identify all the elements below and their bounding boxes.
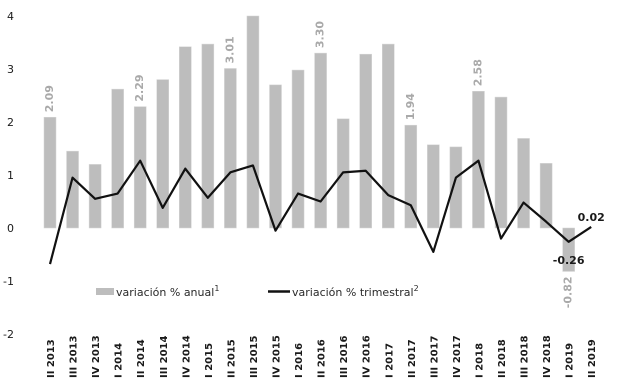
bar [269, 84, 282, 229]
bar [449, 146, 463, 229]
bar [404, 124, 418, 229]
x-tick-label: II 2015 [226, 339, 237, 378]
bar [156, 79, 169, 229]
line-data-label: -0.26 [553, 254, 585, 267]
bar [382, 43, 395, 229]
x-tick-label: II 2017 [407, 339, 418, 378]
y-tick-label: -2 [3, 328, 14, 341]
x-tick-label: IV 2015 [272, 335, 283, 378]
y-tick-label: 3 [7, 63, 14, 76]
x-tick-label: III 2013 [69, 335, 80, 378]
bar [111, 88, 124, 229]
bar-data-label: 3.01 [223, 36, 236, 63]
bar [201, 43, 215, 229]
legend-swatch-anual [96, 288, 114, 295]
legend-label-trimestral: variación % trimestral2 [292, 284, 419, 299]
bar [88, 164, 102, 229]
legend-label-anual: variación % anual1 [116, 284, 219, 299]
x-tick-label: III 2018 [520, 335, 531, 378]
y-axis: -2 -1 0 1 2 3 4 [3, 10, 14, 341]
x-tick-label: II 2013 [46, 339, 57, 378]
bar [517, 138, 530, 229]
x-tick-label: II 2018 [497, 339, 508, 378]
bar [539, 163, 553, 229]
x-tick-label: I 2018 [474, 343, 485, 378]
bar [246, 15, 260, 229]
bar-data-label: 3.30 [314, 21, 327, 48]
x-tick-label: III 2014 [159, 335, 170, 378]
x-tick-label: IV 2017 [452, 335, 463, 378]
bar [133, 106, 147, 229]
x-tick-label: III 2017 [429, 335, 440, 378]
x-tick-label: IV 2018 [542, 335, 553, 378]
data-labels: 2.09 2.29 3.01 3.30 1.94 2.58 -0.82 -0.26 0.02 [43, 21, 605, 309]
x-tick-label: II 2014 [136, 339, 147, 378]
x-tick-label: I 2015 [204, 343, 215, 378]
y-tick-label: 0 [7, 222, 14, 235]
x-tick-label: II 2019 [587, 339, 598, 378]
x-tick-label: I 2014 [114, 343, 125, 378]
x-tick-label: I 2019 [565, 343, 576, 378]
bar [224, 68, 237, 229]
x-tick-label: IV 2013 [91, 335, 102, 378]
y-tick-label: 1 [7, 169, 14, 182]
y-tick-label: 4 [7, 10, 14, 23]
x-tick-label: III 2016 [339, 335, 350, 378]
bar-data-label: 2.09 [43, 85, 56, 112]
bar [427, 144, 440, 229]
y-tick-label: -1 [3, 275, 14, 288]
x-tick-label: IV 2014 [181, 335, 192, 378]
bar-data-label: 2.58 [471, 59, 484, 86]
bar [314, 52, 327, 229]
x-tick-label: II 2016 [317, 339, 328, 378]
x-tick-label: IV 2016 [362, 335, 373, 378]
x-tick-label: I 2017 [384, 343, 395, 378]
line-series [48, 159, 592, 265]
bar-data-label: 2.29 [133, 74, 146, 101]
x-tick-label: III 2015 [249, 335, 260, 378]
bar-series [43, 15, 575, 272]
x-axis: II 2013 III 2013 IV 2013 I 2014 II 2014 III 2… [46, 335, 598, 378]
bar [66, 150, 79, 229]
bar [179, 46, 192, 229]
trimestral-line [48, 159, 592, 265]
bar [43, 116, 57, 229]
legend: variación % anual1 variación % trimestra… [96, 284, 419, 299]
bar [291, 69, 305, 229]
bar [359, 53, 372, 229]
y-tick-label: 2 [7, 116, 14, 129]
line-data-label: 0.02 [578, 211, 605, 224]
x-tick-label: I 2016 [294, 343, 305, 378]
bar-data-label: 1.94 [404, 93, 417, 120]
bar [494, 96, 508, 229]
bar-data-label: -0.82 [562, 276, 575, 308]
